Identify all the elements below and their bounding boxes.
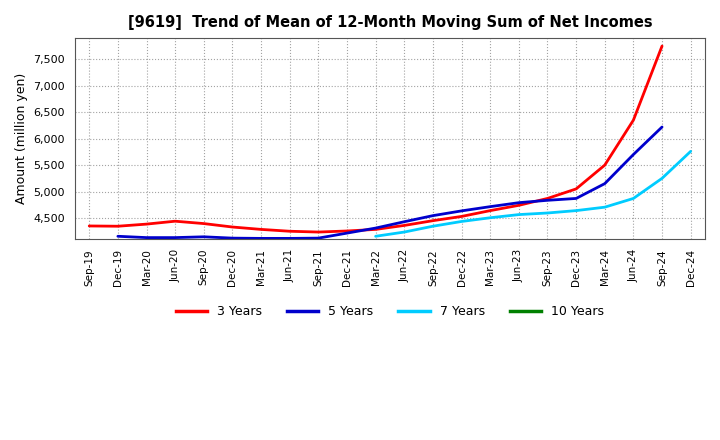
Y-axis label: Amount (million yen): Amount (million yen) bbox=[15, 73, 28, 204]
3 Years bbox=[515, 203, 523, 208]
7 Years bbox=[657, 176, 666, 181]
3 Years bbox=[428, 218, 437, 224]
5 Years bbox=[486, 204, 495, 209]
Line: 5 Years: 5 Years bbox=[118, 127, 662, 238]
3 Years bbox=[457, 214, 466, 219]
Title: [9619]  Trend of Mean of 12-Month Moving Sum of Net Incomes: [9619] Trend of Mean of 12-Month Moving … bbox=[127, 15, 652, 30]
3 Years bbox=[400, 223, 408, 228]
3 Years bbox=[142, 221, 150, 227]
5 Years bbox=[142, 235, 150, 240]
3 Years bbox=[600, 162, 609, 168]
7 Years bbox=[400, 229, 408, 235]
5 Years bbox=[257, 236, 266, 241]
3 Years bbox=[372, 227, 380, 232]
5 Years bbox=[515, 200, 523, 205]
7 Years bbox=[543, 210, 552, 216]
7 Years bbox=[686, 149, 695, 154]
3 Years bbox=[629, 117, 638, 123]
3 Years bbox=[285, 229, 294, 234]
7 Years bbox=[600, 205, 609, 210]
3 Years bbox=[228, 224, 237, 230]
5 Years bbox=[199, 234, 208, 239]
5 Years bbox=[228, 235, 237, 241]
5 Years bbox=[428, 213, 437, 218]
5 Years bbox=[285, 236, 294, 241]
5 Years bbox=[657, 125, 666, 130]
3 Years bbox=[199, 221, 208, 226]
7 Years bbox=[515, 212, 523, 217]
7 Years bbox=[428, 224, 437, 229]
3 Years bbox=[543, 196, 552, 201]
3 Years bbox=[486, 208, 495, 213]
3 Years bbox=[114, 224, 122, 229]
5 Years bbox=[543, 198, 552, 203]
Line: 3 Years: 3 Years bbox=[89, 46, 662, 232]
5 Years bbox=[400, 219, 408, 224]
5 Years bbox=[600, 181, 609, 186]
5 Years bbox=[171, 235, 179, 240]
5 Years bbox=[629, 152, 638, 157]
7 Years bbox=[372, 234, 380, 239]
7 Years bbox=[457, 219, 466, 224]
3 Years bbox=[257, 227, 266, 232]
5 Years bbox=[343, 231, 351, 236]
5 Years bbox=[314, 235, 323, 241]
5 Years bbox=[114, 234, 122, 239]
5 Years bbox=[572, 196, 580, 201]
7 Years bbox=[572, 208, 580, 213]
3 Years bbox=[657, 44, 666, 49]
Line: 7 Years: 7 Years bbox=[376, 151, 690, 236]
5 Years bbox=[457, 208, 466, 213]
3 Years bbox=[85, 224, 94, 229]
5 Years bbox=[372, 225, 380, 231]
3 Years bbox=[314, 229, 323, 235]
7 Years bbox=[629, 196, 638, 201]
7 Years bbox=[486, 215, 495, 220]
3 Years bbox=[171, 219, 179, 224]
3 Years bbox=[572, 186, 580, 191]
3 Years bbox=[343, 228, 351, 234]
Legend: 3 Years, 5 Years, 7 Years, 10 Years: 3 Years, 5 Years, 7 Years, 10 Years bbox=[171, 301, 609, 323]
